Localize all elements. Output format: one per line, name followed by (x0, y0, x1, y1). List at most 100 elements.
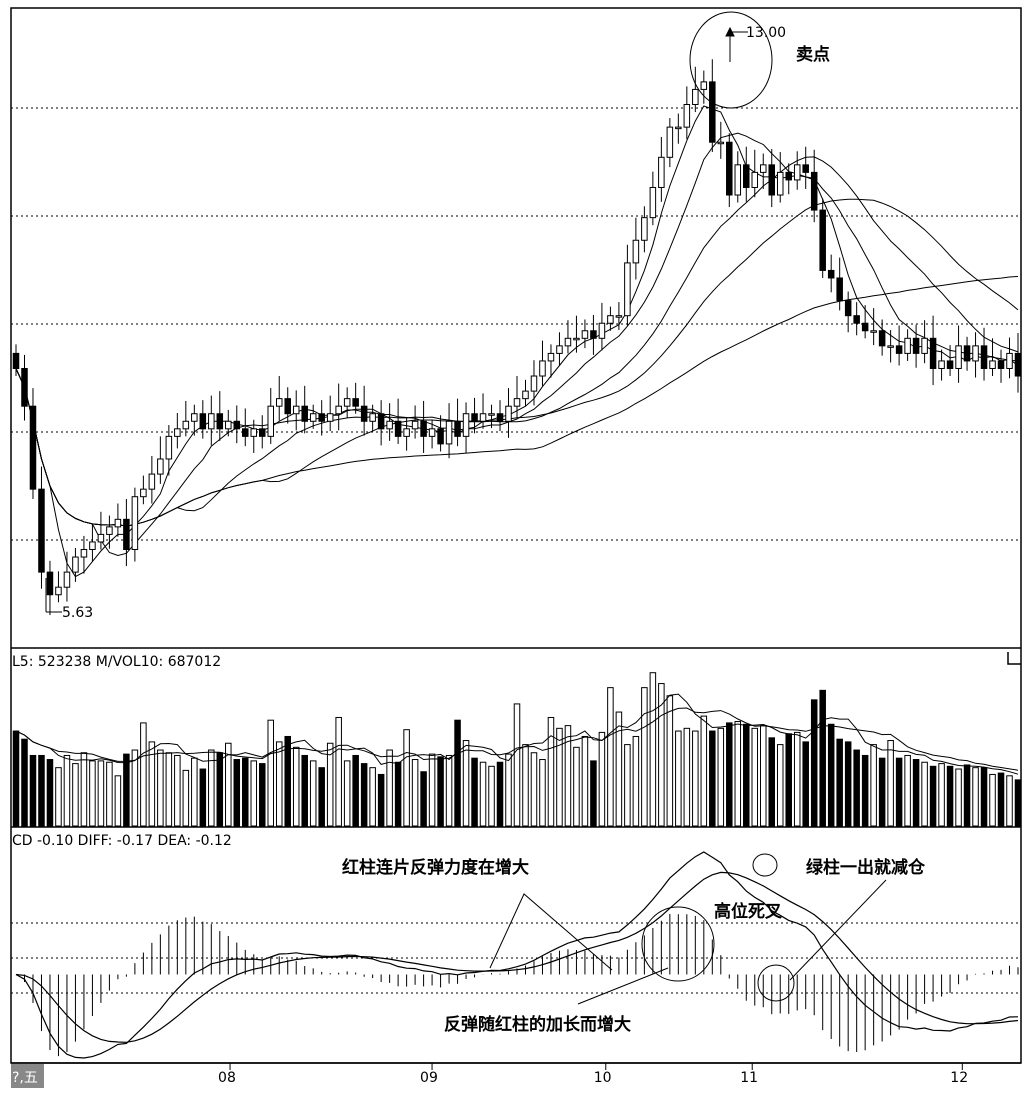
volume-bar (743, 723, 750, 827)
candle-body (89, 541, 96, 550)
x-axis: 08 09 10 11 12 (218, 1063, 968, 1086)
x-tick-label: 09 (420, 1070, 438, 1086)
candle-body (394, 420, 402, 437)
volume-bar (191, 757, 198, 827)
candle-body (403, 428, 410, 437)
candle-body (97, 533, 105, 543)
candle-body (768, 164, 776, 196)
volume-bar (802, 741, 809, 827)
candle-body (564, 337, 572, 347)
price-low-label: 5.63 (62, 605, 93, 621)
candle-body (675, 126, 682, 130)
volume-bar (309, 760, 317, 827)
volume-bar (165, 752, 173, 827)
candle-body (174, 428, 181, 437)
candle-body (759, 164, 767, 173)
volume-bar (522, 744, 529, 827)
candle-body (895, 345, 903, 354)
volume-bar (46, 759, 54, 827)
panel-corner-icon[interactable] (1007, 652, 1021, 665)
volume-bar (275, 741, 283, 827)
volume-bar (55, 767, 62, 827)
volume-bar (428, 753, 436, 827)
high-death-cross-label: 高位死叉 (714, 901, 783, 922)
candle-body (624, 262, 631, 317)
macd-lines (15, 851, 1019, 1059)
red-bars-rebound-label: 红柱连片反弹力度在增大 (342, 857, 529, 878)
candle-body (776, 171, 784, 196)
volume-bar (887, 740, 894, 827)
candle-body (437, 428, 444, 445)
volume-bar (844, 741, 852, 827)
candle-body (700, 81, 708, 90)
volume-bar (921, 761, 928, 827)
candle-body (488, 413, 495, 416)
volume-bar (63, 754, 71, 827)
volume-bar (225, 742, 232, 827)
green-bar-pointer (789, 879, 887, 981)
volume-bar (624, 744, 631, 827)
candle-body (802, 164, 809, 173)
volume-bar (827, 723, 835, 827)
volume-bar (72, 763, 79, 827)
candle-body (972, 345, 979, 362)
volume-bar (1006, 775, 1013, 827)
volume-bar (692, 730, 699, 827)
candle-body (106, 526, 113, 535)
candle-body (692, 88, 699, 106)
price-low-marker (45, 578, 62, 613)
candle-body (377, 413, 385, 430)
volume-bar (131, 749, 139, 827)
candle-body (556, 345, 563, 354)
volume-bar (666, 695, 674, 827)
vol-ma10-line (15, 707, 1019, 771)
ma20-line (15, 156, 1019, 527)
volume-bar (564, 725, 572, 827)
volume-bar (284, 735, 291, 827)
candle-body (870, 330, 877, 333)
candle-body (284, 398, 291, 415)
macd-header: CD -0.10 DIFF: -0.17 DEA: -0.12 (12, 833, 232, 849)
volume-bar (301, 754, 308, 827)
volume-bar (997, 772, 1005, 827)
volume-bar (29, 754, 37, 827)
candle-body (12, 352, 20, 369)
price-gridlines (11, 107, 1021, 541)
ma10-line (15, 132, 1019, 557)
period-button[interactable] (11, 1064, 44, 1088)
candle-body (72, 556, 79, 573)
rebound-grows-label: 反弹随红柱的加长而增大 (444, 1014, 631, 1035)
candle-body (386, 420, 393, 430)
period-label[interactable]: ?,五 (12, 1070, 38, 1086)
volume-bar (709, 730, 716, 827)
volume-bar (216, 752, 224, 827)
candle-body (55, 586, 62, 596)
volume-bar (250, 760, 258, 827)
volume-bar (148, 741, 156, 827)
candle-body (955, 345, 962, 369)
volume-bar (97, 760, 105, 827)
volume-bar (123, 753, 130, 827)
candle-body (411, 420, 419, 430)
volume-bar (386, 749, 393, 827)
volume-bar (768, 737, 776, 827)
candle-body (861, 322, 869, 332)
candle-body (539, 360, 546, 377)
volume-bar (590, 760, 597, 827)
candle-body (182, 420, 190, 430)
candle-body (46, 571, 54, 596)
candle-body (258, 428, 266, 437)
candle-body (462, 413, 470, 437)
candle-body (318, 413, 325, 422)
price-high-label: 13.00 (746, 25, 786, 41)
volume-bar (785, 733, 792, 827)
volume-bar (598, 731, 606, 827)
candle-body (157, 458, 164, 475)
candle-body (148, 473, 156, 490)
volume-bar (972, 767, 979, 827)
volume-bar (938, 763, 945, 827)
volume-bar (369, 767, 376, 827)
candle-body (607, 315, 614, 324)
volume-bar (539, 759, 546, 827)
volume-bar (819, 689, 826, 827)
